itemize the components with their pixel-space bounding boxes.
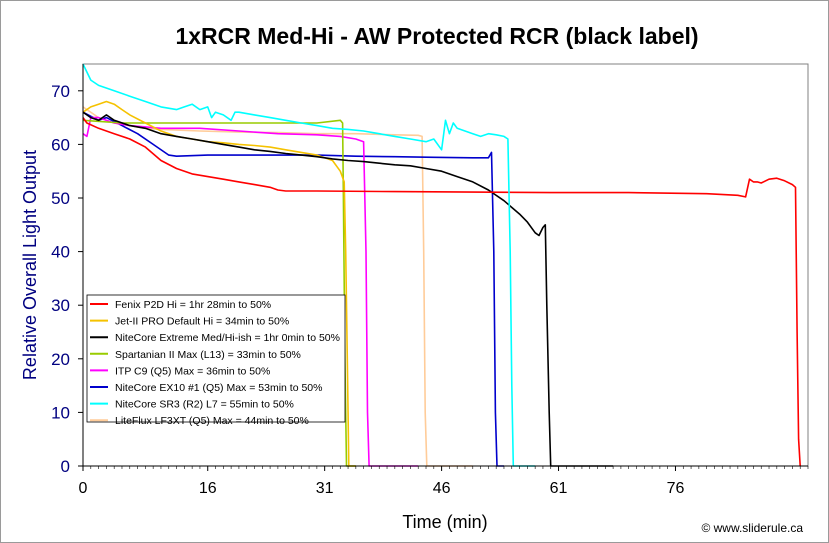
y-tick-label: 0 bbox=[61, 457, 70, 476]
y-tick-label: 20 bbox=[51, 350, 70, 369]
x-tick-label: 61 bbox=[550, 480, 568, 497]
series-line-3 bbox=[82, 111, 614, 467]
x-tick-label: 76 bbox=[667, 480, 685, 497]
legend-box bbox=[86, 294, 346, 423]
legend-label-8: LiteFlux LF3XT (Q5) Max = 44min to 50% bbox=[115, 415, 309, 427]
legend: Fenix P2D Hi = 1hr 28min to 50% Jet-II PR… bbox=[86, 294, 346, 427]
y-tick-label: 10 bbox=[51, 403, 70, 422]
legend-label-4: Spartanian II Max (L13) = 33min to 50% bbox=[115, 349, 301, 361]
series-line-1 bbox=[82, 117, 801, 467]
x-tick-label: 46 bbox=[433, 480, 451, 497]
legend-label-6: NiteCore EX10 #1 (Q5) Max = 53min to 50% bbox=[115, 382, 322, 394]
x-tick-label: 16 bbox=[199, 480, 217, 497]
credit-text: © www.sliderule.ca bbox=[701, 521, 803, 535]
axis-layer: 0 16 31 46 61 76 0 10 20 30 40 50 60 70 bbox=[51, 64, 809, 497]
legend-label-1: Fenix P2D Hi = 1hr 28min to 50% bbox=[115, 299, 271, 311]
legend-label-2: Jet-II PRO Default Hi = 34min to 50% bbox=[115, 316, 289, 328]
y-tick-label: 70 bbox=[51, 82, 70, 101]
series-line-7 bbox=[82, 63, 536, 467]
x-tick-label: 0 bbox=[79, 480, 88, 497]
y-tick-label: 60 bbox=[51, 135, 70, 154]
x-axis-label: Time (min) bbox=[402, 512, 487, 532]
series-layer bbox=[82, 63, 801, 467]
chart-title: 1xRCR Med-Hi - AW Protected RCR (black l… bbox=[175, 23, 698, 49]
series-line-5 bbox=[82, 116, 419, 467]
legend-label-3: NiteCore Extreme Med/Hi-ish = 1hr 0min t… bbox=[115, 332, 340, 344]
legend-label-7: NiteCore SR3 (R2) L7 = 55min to 50% bbox=[115, 399, 294, 411]
y-axis-label: Relative Overall Light Output bbox=[20, 150, 40, 380]
series-line-2 bbox=[82, 100, 356, 467]
y-tick-label: 40 bbox=[51, 243, 70, 262]
y-tick-label: 50 bbox=[51, 189, 70, 208]
legend-label-5: ITP C9 (Q5) Max = 36min to 50% bbox=[115, 365, 270, 377]
x-tick-label: 31 bbox=[316, 480, 334, 497]
y-tick-label: 30 bbox=[51, 296, 70, 315]
